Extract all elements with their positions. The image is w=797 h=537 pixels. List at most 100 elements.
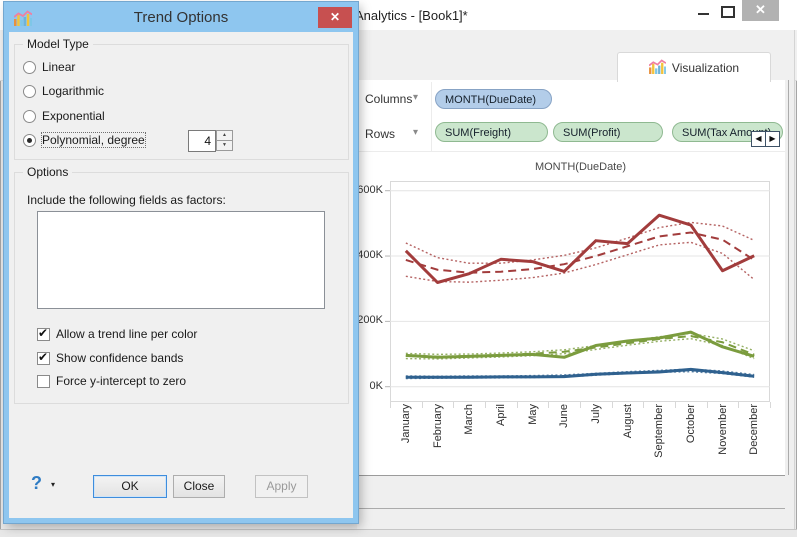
- green-series-line: [405, 330, 755, 359]
- plot-area: [390, 181, 770, 402]
- x-axis-label: April: [494, 404, 507, 427]
- x-tick: [706, 402, 708, 408]
- ok-button[interactable]: OK: [93, 475, 167, 498]
- x-tick: [580, 402, 581, 408]
- degree-spinner: ▲ ▼: [216, 130, 233, 152]
- x-axis-label: March: [463, 404, 476, 435]
- close-button[interactable]: Close: [173, 475, 225, 498]
- checkbox-show-confidence-bands[interactable]: Show confidence bands: [37, 350, 183, 366]
- maximize-button[interactable]: [718, 0, 738, 22]
- x-tick: [675, 402, 676, 408]
- radio-linear[interactable]: Linear: [23, 59, 75, 75]
- right-gutter-line: [788, 80, 789, 475]
- shelf-separator: [431, 82, 432, 151]
- checkbox-label: Show confidence bands: [56, 351, 184, 365]
- window-right-frame: [794, 30, 795, 529]
- spin-down-button[interactable]: ▼: [216, 140, 233, 151]
- x-tick: [643, 402, 645, 408]
- window-bottom-frame: [0, 530, 797, 537]
- radio-label: Polynomial, degree: [41, 132, 146, 148]
- options-group: Options Include the following fields as …: [14, 165, 349, 404]
- x-axis-label: August: [621, 404, 634, 439]
- dialog-close-button[interactable]: ✕: [318, 7, 352, 28]
- x-tick: [453, 402, 455, 408]
- factors-label: Include the following fields as factors:: [27, 193, 226, 207]
- help-button[interactable]: ?: [31, 473, 42, 493]
- x-tick: [516, 402, 518, 408]
- radio-icon[interactable]: [23, 109, 36, 123]
- x-axis-label: December: [748, 404, 761, 455]
- checkbox-label: Force y-intercept to zero: [56, 374, 187, 388]
- radio-polynomial[interactable]: Polynomial, degree: [23, 132, 146, 148]
- pill-sum-freight[interactable]: SUM(Freight): [435, 122, 548, 142]
- x-tick: [548, 402, 550, 408]
- columns-dropdown-arrow[interactable]: ▾: [413, 92, 419, 103]
- green-series-lower-band: [405, 337, 755, 360]
- columns-shelf[interactable]: Columns ▾: [357, 82, 785, 118]
- x-axis-label: February: [431, 404, 444, 449]
- apply-button[interactable]: Apply: [255, 475, 308, 498]
- dialog-title: Trend Options: [133, 9, 229, 26]
- minimize-button[interactable]: [694, 0, 714, 22]
- x-axis-label: November: [716, 404, 729, 455]
- x-tick: [421, 402, 423, 408]
- x-axis-label: September: [653, 404, 666, 458]
- degree-input[interactable]: 4: [188, 130, 216, 152]
- pill-month-duedate[interactable]: MONTH(DueDate): [435, 89, 552, 109]
- y-axis-label: 0K: [369, 379, 383, 392]
- radio-logarithmic[interactable]: Logarithmic: [23, 83, 104, 99]
- window-title: Analytics - [Book1]*: [355, 8, 468, 23]
- divider-line: [357, 475, 785, 476]
- window-close-button[interactable]: ✕: [742, 0, 779, 21]
- y-axis-label: 200K: [357, 314, 383, 327]
- x-axis-label: October: [684, 404, 697, 444]
- checkbox-force-y-intercept[interactable]: Force y-intercept to zero: [37, 373, 186, 389]
- radio-icon[interactable]: [23, 84, 36, 98]
- minimize-icon: [698, 13, 709, 15]
- right-gutter: [785, 80, 794, 529]
- rows-shelf-label: Rows: [365, 127, 396, 141]
- x-axis-label: January: [399, 404, 412, 444]
- x-tick: [738, 402, 740, 408]
- visualization-chart-icon: [648, 58, 667, 77]
- maximize-icon: [721, 6, 735, 18]
- x-tick: [611, 402, 613, 408]
- y-axis-label: 600K: [357, 183, 383, 196]
- x-axis-label: May: [526, 404, 539, 425]
- checkbox-icon[interactable]: [37, 374, 50, 388]
- columns-shelf-label: Columns: [365, 92, 413, 106]
- scroll-left-button[interactable]: ◀: [751, 131, 766, 147]
- checkbox-icon[interactable]: [37, 350, 50, 365]
- model-type-group: Model Type Linear Logarithmic Exponentia…: [14, 37, 349, 160]
- chart-plot: [385, 181, 770, 402]
- radio-label: Logarithmic: [42, 84, 105, 98]
- red-series-line: [404, 213, 755, 284]
- x-axis-label: July: [589, 404, 602, 424]
- blue-series-line: [405, 367, 755, 379]
- checkbox-label: Allow a trend line per color: [56, 327, 198, 341]
- tab-visualization[interactable]: Visualization: [617, 52, 771, 82]
- radio-exponential[interactable]: Exponential: [23, 108, 105, 124]
- radio-icon[interactable]: [23, 60, 36, 74]
- radio-label: Linear: [42, 60, 76, 74]
- radio-icon[interactable]: [23, 133, 36, 147]
- help-dropdown-arrow[interactable]: ▾: [51, 480, 56, 489]
- radio-label: Exponential: [42, 109, 105, 123]
- divider-line: [357, 508, 790, 509]
- status-strip: [357, 476, 785, 508]
- trend-options-dialog: Trend Options ✕ Model Type Linear Logari…: [4, 2, 358, 523]
- red-series-upper-band: [405, 221, 755, 264]
- rows-dropdown-arrow[interactable]: ▾: [413, 127, 419, 138]
- shelf-scroll-buttons: ◀ ▶: [751, 131, 780, 147]
- factors-listbox[interactable]: [37, 211, 325, 309]
- checkbox-icon[interactable]: [37, 326, 50, 341]
- x-tick: [485, 402, 486, 408]
- checkbox-trend-line-per-color[interactable]: Allow a trend line per color: [37, 326, 197, 342]
- window-bottom-frame: [0, 529, 797, 530]
- x-tick: [390, 402, 391, 408]
- scroll-right-button[interactable]: ▶: [765, 131, 780, 147]
- dialog-chart-icon: [13, 10, 33, 31]
- chart-title: MONTH(DueDate): [534, 161, 627, 173]
- pill-sum-profit[interactable]: SUM(Profit): [553, 122, 663, 142]
